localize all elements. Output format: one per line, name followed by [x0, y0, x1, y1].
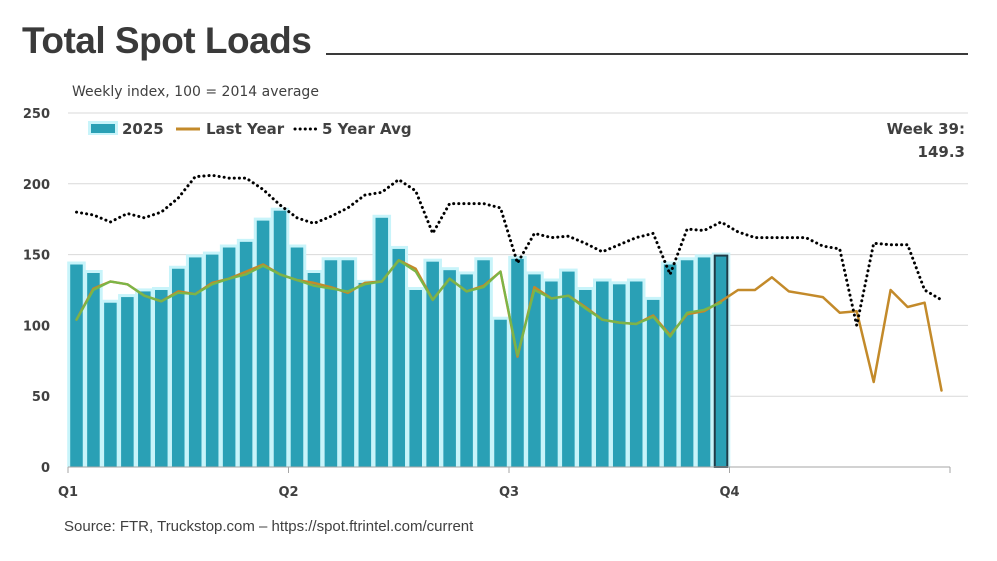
chart-subtitle: Weekly index, 100 = 2014 average [72, 84, 319, 100]
callout-week: Week 39: [886, 120, 965, 138]
y-tick-label: 100 [23, 319, 50, 334]
bar [307, 273, 321, 467]
bar [87, 273, 100, 467]
bar [426, 261, 439, 467]
chart-title: Total Spot Loads [22, 20, 312, 61]
line-series [75, 173, 943, 392]
bar [663, 264, 677, 467]
bar [443, 270, 456, 467]
bar [494, 319, 507, 467]
bar [511, 258, 524, 467]
bar [596, 281, 609, 467]
bar [697, 257, 711, 467]
bar [528, 274, 541, 467]
source-note: Source: FTR, Truckstop.com – https://spo… [64, 518, 474, 535]
bar [324, 260, 338, 467]
y-tick-label: 250 [23, 107, 50, 122]
bar [290, 247, 304, 467]
legend-label-five-year-avg: 5 Year Avg [322, 120, 412, 138]
bar [155, 290, 168, 467]
bar [409, 290, 422, 467]
legend-swatch-2025 [91, 124, 115, 133]
bar [104, 302, 117, 467]
bar [612, 284, 626, 467]
bar [341, 260, 355, 467]
legend-label-2025: 2025 [122, 120, 164, 138]
x-axis: Q1 Q2 Q3 Q4 [58, 466, 951, 500]
bar [629, 281, 643, 467]
quarter-label: Q2 [278, 485, 298, 500]
five-year-avg-line [75, 173, 943, 327]
y-tick-label: 0 [41, 461, 50, 476]
bar [239, 241, 253, 467]
quarter-label: Q3 [499, 485, 519, 500]
bar [256, 220, 270, 467]
bar [358, 282, 372, 467]
bar [205, 254, 219, 467]
quarter-label: Q1 [58, 485, 78, 500]
y-tick-label: 150 [23, 249, 50, 264]
legend-label-last-year: Last Year [206, 120, 285, 138]
bar-series-2025 [67, 207, 731, 468]
bar [545, 281, 558, 467]
week-callout: Week 39: 149.3 [887, 118, 965, 164]
bar-current-week [713, 254, 729, 468]
bar [646, 299, 660, 467]
title-rule [326, 53, 968, 55]
bar [375, 217, 389, 467]
legend: 2025 Last Year 5 Year Avg [88, 120, 412, 138]
bar [273, 210, 287, 468]
quarter-label: Q4 [719, 485, 739, 500]
callout-value: 149.3 [917, 143, 965, 161]
bar [222, 247, 236, 467]
moving-average-line [75, 259, 723, 357]
bar [70, 264, 83, 467]
bar [138, 291, 151, 467]
bar [121, 297, 134, 467]
bar [562, 271, 575, 467]
bar [392, 248, 406, 467]
bar [477, 260, 490, 467]
y-axis: 0 50 100 150 200 250 [23, 107, 50, 476]
bar [680, 260, 694, 467]
bar [188, 257, 202, 467]
bar [579, 290, 592, 467]
y-tick-label: 50 [32, 390, 50, 405]
bar [460, 274, 473, 467]
bar [171, 268, 185, 467]
y-tick-label: 200 [23, 178, 50, 193]
